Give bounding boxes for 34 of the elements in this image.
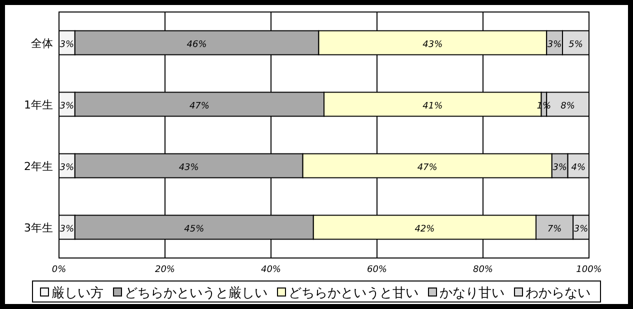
legend-label: 厳しい方 [52,285,104,301]
data-label: 5% [568,40,583,50]
y-tick-label: 3年生 [24,221,53,234]
data-label: 43% [178,162,199,173]
x-tick-label: 100% [576,265,602,275]
data-label: 45% [184,224,204,234]
data-label: 47% [417,162,438,173]
data-label: 3% [60,224,74,234]
data-label: 43% [422,40,443,50]
data-label: 8% [560,101,575,112]
data-label: 46% [186,40,207,50]
y-tick-label: 1年生 [24,98,53,112]
data-label: 3% [574,224,588,234]
data-label: 47% [189,101,210,112]
legend-label: どちらかというと甘い [288,286,418,301]
legend-label: わからない [526,286,590,301]
data-label: 3% [552,162,567,173]
data-label: 3% [60,101,74,112]
x-tick-label: 0% [52,265,66,275]
legend-label: かなり甘い [440,286,504,301]
data-label: 7% [547,224,562,234]
legend-label: どちらかというと厳しい [124,286,268,301]
data-label: 42% [414,224,435,234]
y-tick-label: 2年生 [24,160,53,173]
x-tick-label: 20% [154,265,176,275]
x-tick-label: 40% [260,265,282,275]
data-label: 4% [571,162,586,173]
x-tick-label: 60% [366,265,388,275]
data-label: 3% [60,162,74,173]
y-tick-label: 全体 [31,36,53,50]
data-label: 3% [60,40,74,50]
data-label: 3% [547,40,562,50]
data-label: 41% [422,101,443,112]
x-tick-label: 80% [472,265,494,275]
